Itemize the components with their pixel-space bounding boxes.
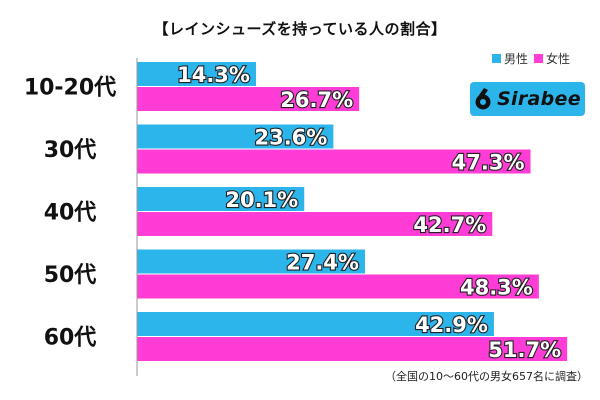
bar-male xyxy=(137,124,334,149)
logo-text: Sirabee xyxy=(497,88,581,110)
legend-label-male: 男性 xyxy=(504,52,529,66)
legend-swatch-male xyxy=(492,54,501,63)
data-label-male: 42.9% xyxy=(415,313,488,337)
survey-note: （全国の10～60代の男女657名に調査） xyxy=(385,370,588,383)
data-label-female: 26.7% xyxy=(280,88,353,112)
bar-female xyxy=(137,149,531,174)
data-label-male: 20.1% xyxy=(225,188,298,212)
bar-male xyxy=(137,249,365,274)
data-label-male: 27.4% xyxy=(286,251,359,275)
bar-male xyxy=(137,312,494,336)
category-label: 30代 xyxy=(44,138,97,163)
bar-female xyxy=(137,274,539,299)
data-label-female: 42.7% xyxy=(413,213,486,237)
legend-item-male: 男性 xyxy=(492,50,528,67)
bar-female xyxy=(137,87,360,111)
legend-label-female: 女性 xyxy=(546,52,571,66)
category-label: 50代 xyxy=(44,263,97,288)
data-label-female: 47.3% xyxy=(452,151,525,175)
data-label-male: 14.3% xyxy=(177,63,250,87)
category-label: 40代 xyxy=(44,201,97,226)
sirabee-logo-mark-icon xyxy=(475,88,491,110)
legend: 男性 女性 xyxy=(492,50,576,67)
data-label-male: 23.6% xyxy=(254,126,327,150)
bar-female xyxy=(137,337,568,361)
category-label: 60代 xyxy=(44,326,97,351)
bar-male xyxy=(137,62,256,86)
legend-swatch-female xyxy=(534,54,544,63)
bar-male xyxy=(137,187,305,211)
sirabee-logo: Sirabee xyxy=(470,82,585,116)
data-label-female: 51.7% xyxy=(488,338,561,362)
chart-title: 【レインシューズを持っている人の割合】 xyxy=(153,20,447,38)
data-label-female: 48.3% xyxy=(460,276,533,300)
legend-item-female: 女性 xyxy=(534,50,570,67)
category-label: 10-20代 xyxy=(24,76,116,101)
bar-female xyxy=(137,212,493,236)
